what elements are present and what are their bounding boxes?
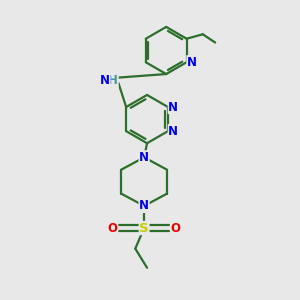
Text: H: H bbox=[108, 74, 118, 87]
Text: S: S bbox=[139, 221, 149, 235]
Text: O: O bbox=[108, 221, 118, 235]
Text: N: N bbox=[139, 151, 149, 164]
Text: O: O bbox=[171, 221, 181, 235]
Text: N: N bbox=[139, 200, 149, 212]
Text: N: N bbox=[168, 125, 178, 138]
Text: N: N bbox=[168, 100, 178, 113]
Text: N: N bbox=[100, 74, 110, 87]
Text: N: N bbox=[187, 56, 197, 69]
